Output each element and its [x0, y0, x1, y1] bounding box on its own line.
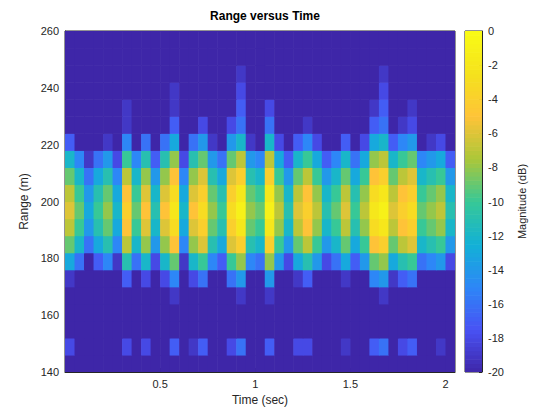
svg-text:240: 240	[41, 82, 59, 94]
svg-text:1.5: 1.5	[343, 378, 358, 390]
svg-text:Magnitude (dB): Magnitude (dB)	[516, 164, 528, 239]
svg-text:220: 220	[41, 139, 59, 151]
svg-text:180: 180	[41, 252, 59, 264]
svg-text:-4: -4	[488, 93, 498, 105]
svg-text:200: 200	[41, 196, 59, 208]
svg-text:140: 140	[41, 366, 59, 378]
svg-text:2: 2	[442, 378, 448, 390]
svg-text:260: 260	[41, 25, 59, 37]
svg-text:-16: -16	[488, 298, 504, 310]
svg-text:0.5: 0.5	[152, 378, 167, 390]
svg-text:Range (m): Range (m)	[17, 173, 31, 230]
svg-text:-18: -18	[488, 332, 504, 344]
svg-text:0: 0	[488, 25, 494, 37]
svg-text:-6: -6	[488, 127, 498, 139]
svg-text:-10: -10	[488, 196, 504, 208]
svg-text:Range versus Time: Range versus Time	[210, 9, 320, 23]
svg-text:160: 160	[41, 309, 59, 321]
svg-text:-20: -20	[488, 366, 504, 378]
svg-text:-12: -12	[488, 230, 504, 242]
svg-text:Time (sec): Time (sec)	[232, 393, 288, 407]
svg-text:-14: -14	[488, 264, 504, 276]
svg-text:-2: -2	[488, 59, 498, 71]
svg-text:-8: -8	[488, 161, 498, 173]
svg-text:1: 1	[252, 378, 258, 390]
